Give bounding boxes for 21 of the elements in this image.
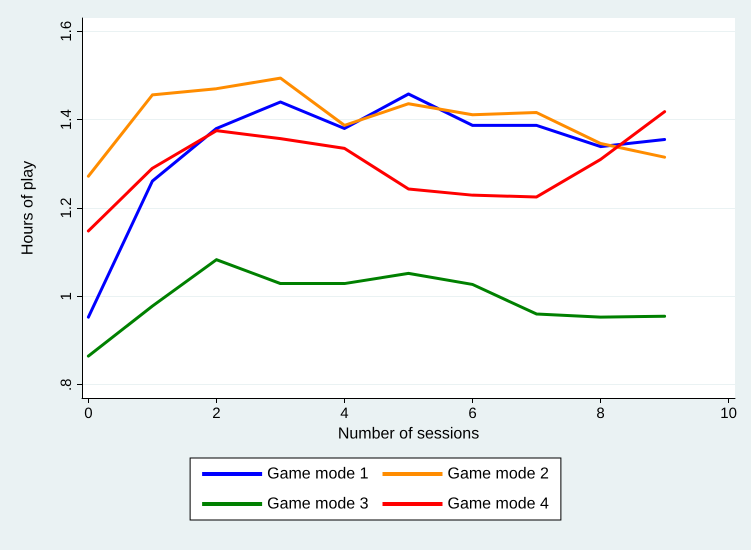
y-tick-label: .8: [58, 378, 75, 391]
x-tick-label: 10: [720, 405, 737, 422]
line-series: [86, 110, 666, 232]
x-tick-label: 6: [468, 405, 477, 422]
x-tick-label: 4: [340, 405, 349, 422]
x-tick-label: 0: [84, 405, 93, 422]
y-tick-label: 1: [58, 292, 75, 301]
line-series: [86, 258, 666, 358]
y-axis-title: Hours of play: [20, 160, 36, 256]
y-tick-label: 1.2: [58, 198, 75, 218]
legend-label: Game mode 2: [448, 466, 549, 482]
y-tick-label: 1.4: [58, 109, 75, 130]
line-series: [86, 76, 666, 178]
legend-label: Game mode 1: [267, 466, 369, 482]
x-axis-title: Number of sessions: [338, 425, 480, 442]
y-tick-label: 1.6: [58, 20, 75, 42]
legend-label: Game mode 4: [448, 496, 549, 512]
legend-label: Game mode 3: [267, 496, 369, 512]
line-series: [86, 92, 666, 319]
x-tick-label: 8: [596, 405, 605, 422]
x-tick-label: 2: [212, 405, 221, 422]
